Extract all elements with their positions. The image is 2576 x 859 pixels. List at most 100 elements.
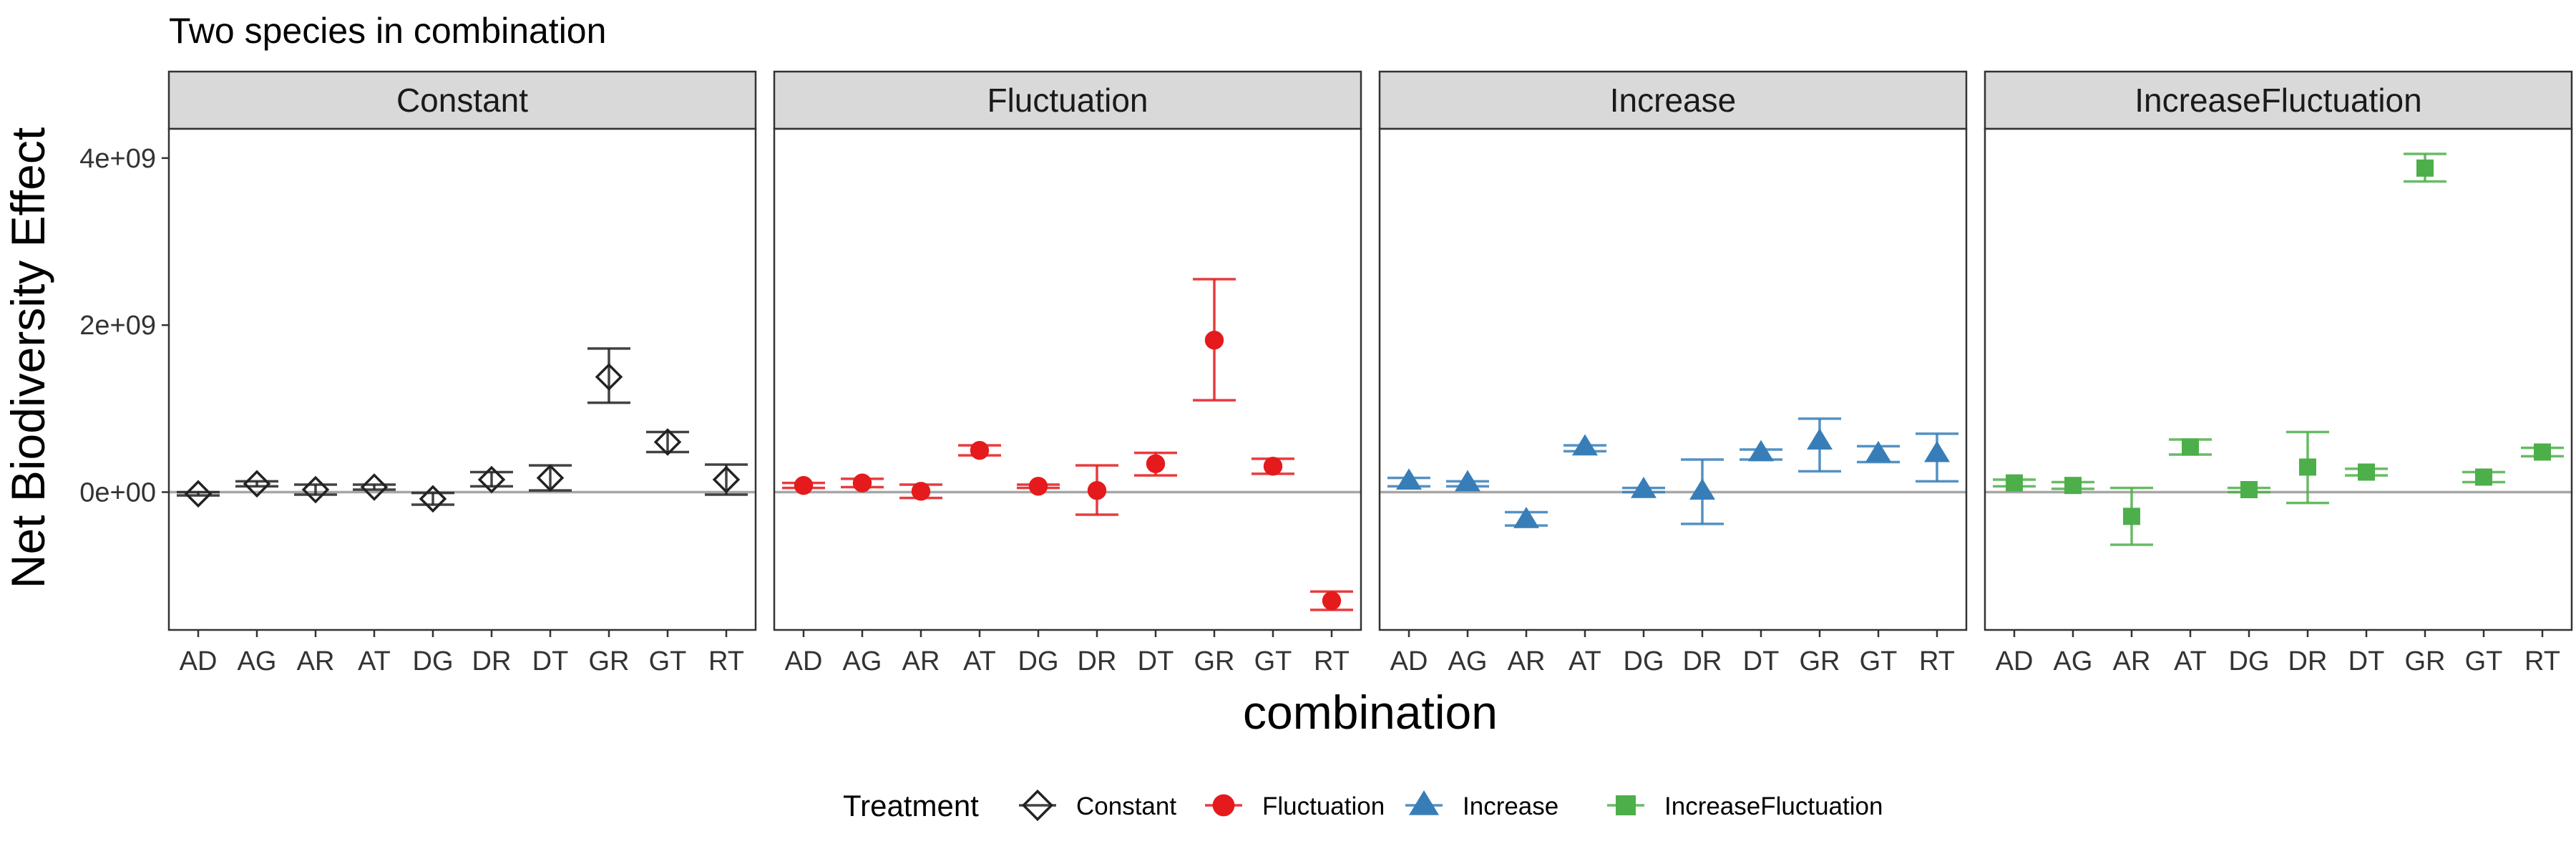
data-point (653, 428, 682, 456)
facet-strip-label: Increase (1610, 82, 1736, 119)
x-tick-label: DR (1683, 646, 1722, 676)
data-point (2299, 458, 2316, 476)
x-tick-label: RT (2524, 646, 2560, 676)
x-tick-label: AR (297, 646, 335, 676)
data-point (2475, 468, 2492, 486)
legend-item: Increase (1405, 790, 1558, 820)
data-point (712, 465, 741, 494)
facet-strip (167, 70, 757, 130)
data-point (419, 485, 447, 513)
panel-border (1984, 127, 2573, 631)
legend-key-marker (1212, 794, 1235, 817)
data-point (595, 363, 623, 391)
x-tick-label: AG (1448, 646, 1488, 676)
x-tick-label: AR (1508, 646, 1546, 676)
error-bar (353, 483, 396, 491)
legend-key-marker (1021, 789, 1054, 822)
y-axis: 0e+00 2e+09 4e+09 (79, 144, 169, 508)
x-tick-label: GT (2465, 646, 2503, 676)
x-tick-label: DG (413, 646, 454, 676)
error-bar (294, 483, 337, 496)
x-tick-label: AG (238, 646, 277, 676)
x-tick-label: DT (2348, 646, 2385, 676)
x-tick-label: AD (1996, 646, 2034, 676)
x-tick-label: DR (2288, 646, 2328, 676)
panel-border (167, 127, 757, 631)
error-bar (235, 480, 278, 488)
x-tick-label: AT (1568, 646, 1601, 676)
data-point (911, 482, 931, 501)
data-point (1631, 477, 1657, 498)
data-point (1087, 480, 1107, 500)
legend: Treatment Constant Fluctuation Increase Incr… (843, 789, 1883, 822)
data-point (1396, 468, 1422, 490)
data-point (2064, 477, 2082, 495)
facet-strip-label: IncreaseFluctuation (2135, 82, 2421, 119)
facet-strip-label: Fluctuation (987, 82, 1148, 119)
x-tick-label: AD (1390, 646, 1428, 676)
data-point (184, 480, 213, 508)
data-point (1204, 330, 1224, 350)
x-tick-label: AT (963, 646, 996, 676)
legend-key-marker (1409, 790, 1439, 815)
data-point (536, 464, 565, 492)
data-point (1807, 428, 1833, 450)
data-point (2534, 443, 2551, 461)
legend-label: Constant (1076, 792, 1176, 820)
data-point (360, 473, 389, 501)
error-bar (646, 430, 689, 454)
legend-item: IncreaseFluctuation (1607, 792, 1883, 820)
data-point (2182, 438, 2199, 456)
y-tick-label: 2e+09 (79, 311, 156, 341)
x-tick-label: GR (2405, 646, 2446, 676)
facet-panel: Fluctuation AD AG AR AT DG DR DT GR GT RT (773, 70, 1362, 676)
data-point (1146, 454, 1166, 474)
data-point (1865, 440, 1891, 462)
data-point (970, 440, 990, 460)
x-tick-label: RT (1314, 646, 1350, 676)
y-axis-title: Net Biodiversity Effect (1, 127, 54, 588)
data-point (2123, 508, 2140, 525)
facet-panel: Increase AD AG AR AT DG DR DT GR GT RT (1378, 70, 1968, 676)
legend-item: Constant (1019, 789, 1176, 822)
data-point (2416, 159, 2434, 177)
x-tick-label: GT (1860, 646, 1898, 676)
data-point (1689, 478, 1715, 500)
error-bar (705, 463, 748, 496)
x-tick-label: DT (532, 646, 569, 676)
legend-label: Fluctuation (1262, 792, 1385, 820)
data-point (2006, 474, 2023, 492)
x-tick-label: AD (785, 646, 823, 676)
panel-background (1985, 129, 2572, 630)
facet-strip-label: Constant (396, 82, 528, 119)
x-tick-label: AD (180, 646, 218, 676)
x-tick-label: DG (1018, 646, 1059, 676)
data-point (852, 473, 872, 492)
x-tick-label: DT (1138, 646, 1174, 676)
data-point (1572, 434, 1598, 456)
data-point (301, 475, 330, 504)
error-bar (411, 491, 454, 506)
x-tick-label: AG (843, 646, 882, 676)
x-tick-label: DR (472, 646, 512, 676)
x-tick-label: DR (1078, 646, 1117, 676)
x-tick-label: AT (358, 646, 391, 676)
panel-background (774, 129, 1361, 630)
panel-border (773, 127, 1362, 631)
data-point (2240, 481, 2258, 498)
data-point (1322, 591, 1342, 611)
facet-panel: Constant AD AG AR AT DG DR DT GR GT RT (167, 70, 757, 676)
error-bar (587, 347, 630, 404)
x-tick-label: AR (2113, 646, 2151, 676)
data-point (2358, 463, 2375, 481)
legend-label: IncreaseFluctuation (1664, 792, 1883, 820)
chart-title: Two species in combination (169, 11, 606, 51)
x-tick-label: RT (1919, 646, 1955, 676)
data-point (1748, 440, 1774, 462)
legend-title: Treatment (843, 789, 979, 822)
data-point (1513, 507, 1539, 528)
panel-background (1380, 129, 1966, 630)
x-tick-label: AR (902, 646, 940, 676)
x-tick-label: AT (2174, 646, 2207, 676)
x-tick-label: DG (2229, 646, 2270, 676)
